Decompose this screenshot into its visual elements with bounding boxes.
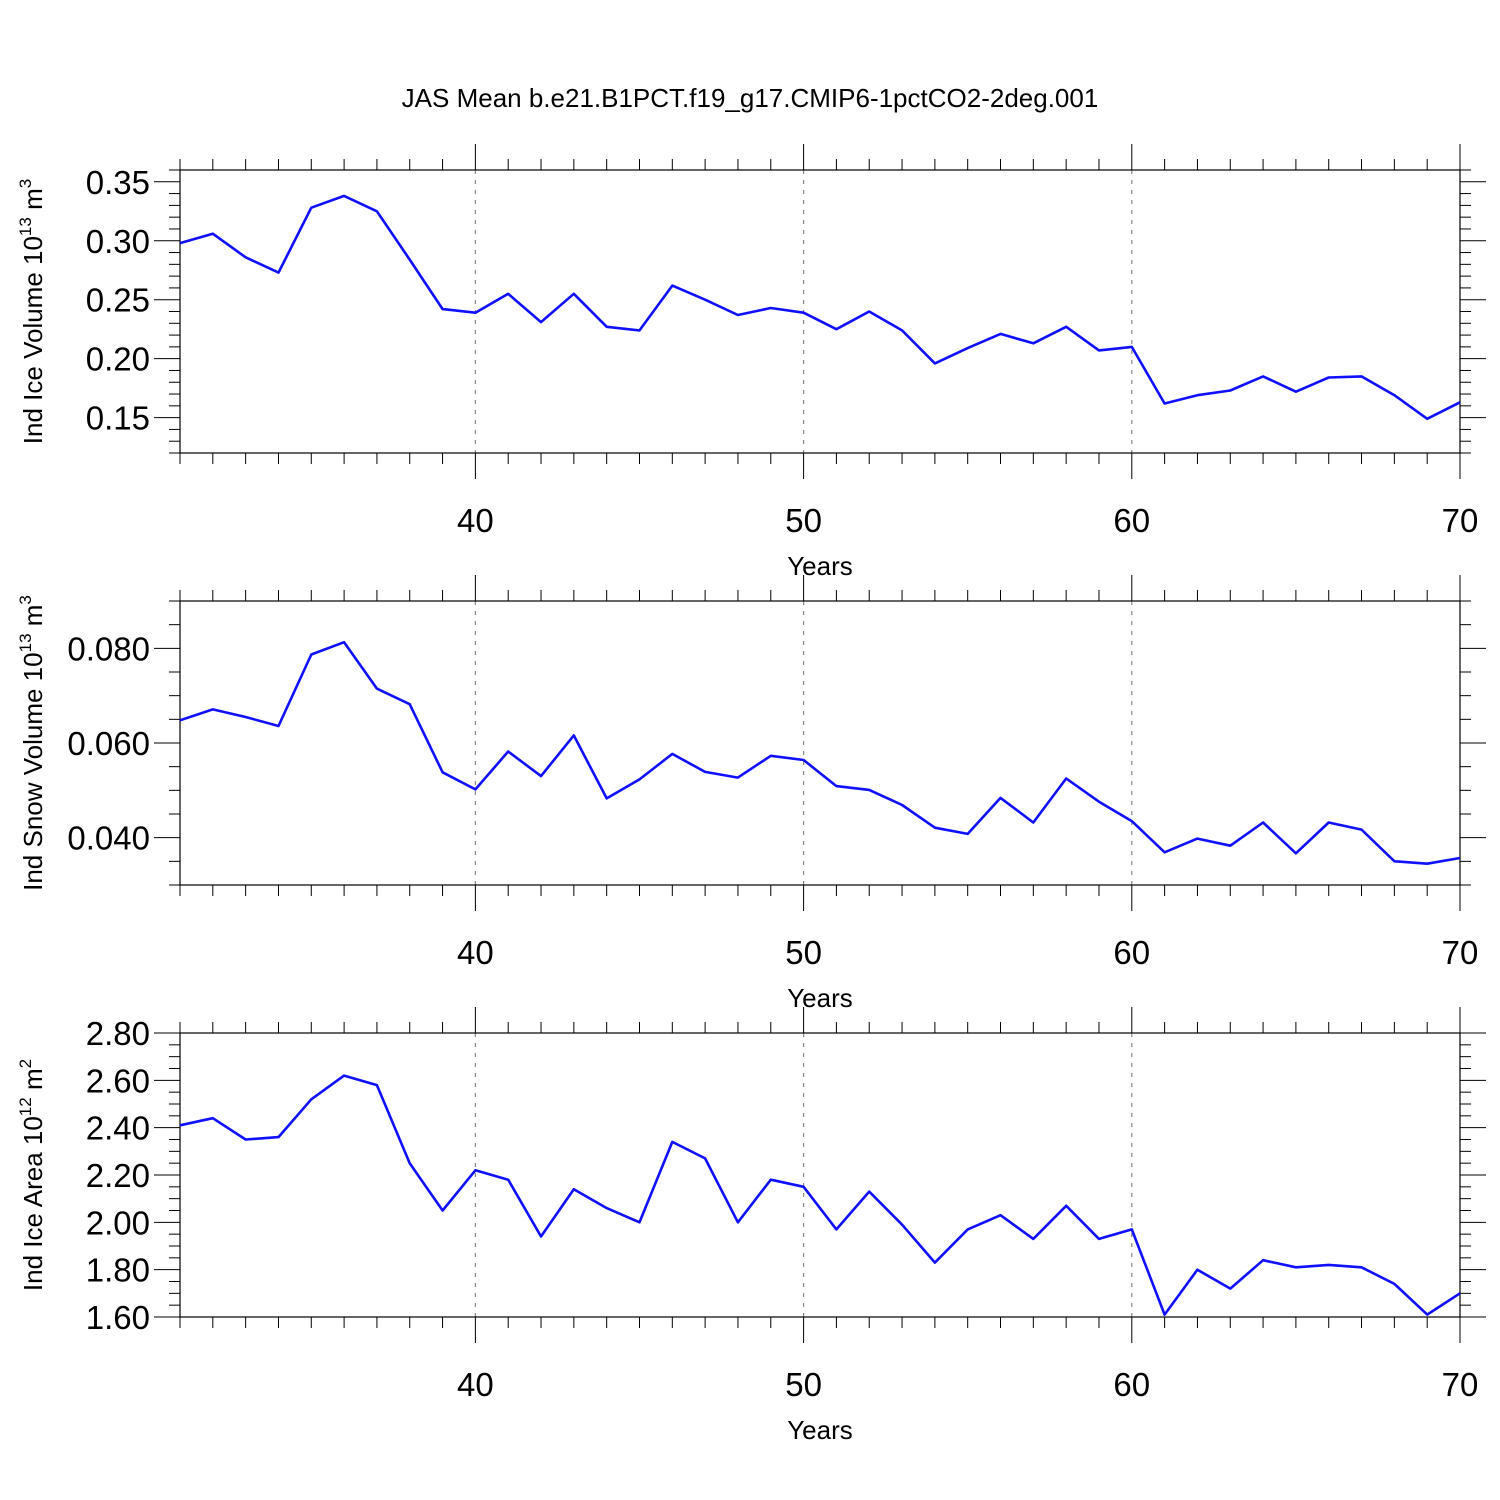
y-axis-label-unit-exponent: 3	[16, 179, 35, 188]
x-tick-label: 60	[1113, 502, 1150, 539]
y-axis-label: Ind Ice Area 1012 m2	[16, 1059, 48, 1291]
x-tick-label: 40	[457, 1366, 494, 1403]
x-tick-label: 60	[1113, 934, 1150, 971]
y-tick-label: 0.15	[86, 400, 150, 437]
x-axis-label: Years	[787, 983, 853, 1013]
y-tick-label: 0.30	[86, 223, 150, 260]
x-tick-label: 70	[1442, 502, 1479, 539]
y-tick-label: 2.40	[86, 1110, 150, 1147]
series-line	[179, 1074, 1461, 1316]
y-tick-label: 2.60	[86, 1062, 150, 1099]
y-axis-label-unit-exponent: 3	[16, 595, 35, 604]
y-tick-label: 0.080	[67, 630, 150, 667]
chart-title: JAS Mean b.e21.B1PCT.f19_g17.CMIP6-1pctC…	[402, 83, 1099, 113]
y-axis-label-text: Ind Ice Volume 10	[18, 236, 48, 444]
y-tick-label: 0.35	[86, 164, 150, 201]
x-axis-label: Years	[787, 1415, 853, 1445]
series-line	[179, 194, 1461, 421]
panel-2: 0.040 0.060 0.080 40 50 60 70 Years Ind Snow Vol…	[16, 575, 1486, 1013]
plot-frame	[179, 600, 1461, 886]
panels: 0.15 0.20 0.25 0.30 0.35 40 50 60 70 Years Ind Ice…	[16, 144, 1486, 1445]
x-tick-label: 50	[785, 1366, 822, 1403]
y-tick-label: 0.040	[67, 820, 150, 857]
y-axis-label-text: Ind Snow Volume 10	[18, 652, 48, 891]
x-tick-label: 40	[457, 934, 494, 971]
series-line	[179, 640, 1461, 866]
x-tick-label: 40	[457, 502, 494, 539]
y-axis-label-unit-exponent: 2	[16, 1059, 35, 1068]
y-tick-label: 1.60	[86, 1299, 150, 1336]
y-axis-label-exponent: 13	[16, 217, 35, 236]
x-axis-label: Years	[787, 551, 853, 581]
plot-frame	[179, 169, 1461, 454]
plot-frame	[179, 1032, 1461, 1318]
y-tick-label: 1.80	[86, 1252, 150, 1289]
y-tick-label: 2.00	[86, 1204, 150, 1241]
x-tick-label: 70	[1442, 1366, 1479, 1403]
y-axis-label-exponent: 12	[16, 1097, 35, 1116]
x-tick-label: 60	[1113, 1366, 1150, 1403]
y-axis-label-unit: m	[18, 1068, 48, 1097]
y-axis-label-text: Ind Ice Area 10	[18, 1116, 48, 1291]
y-axis-label-unit: m	[18, 188, 48, 217]
y-tick-label: 0.25	[86, 282, 150, 319]
y-axis-label: Ind Ice Volume 1013 m3	[16, 179, 48, 444]
panel-1: 0.15 0.20 0.25 0.30 0.35 40 50 60 70 Years Ind Ice…	[16, 144, 1486, 581]
x-tick-label: 70	[1442, 934, 1479, 971]
y-axis-label-unit: m	[18, 605, 48, 634]
x-tick-label: 50	[785, 502, 822, 539]
y-axis-label: Ind Snow Volume 1013 m3	[16, 595, 48, 891]
y-axis-label-exponent: 13	[16, 633, 35, 652]
y-tick-label: 2.20	[86, 1157, 150, 1194]
x-tick-label: 50	[785, 934, 822, 971]
y-tick-label: 2.80	[86, 1015, 150, 1052]
panel-3: 1.60 1.80 2.00 2.20 2.40 2.60 2.80 40 50 60 70 Year…	[16, 1007, 1486, 1445]
y-tick-label: 0.060	[67, 725, 150, 762]
y-tick-label: 0.20	[86, 341, 150, 378]
